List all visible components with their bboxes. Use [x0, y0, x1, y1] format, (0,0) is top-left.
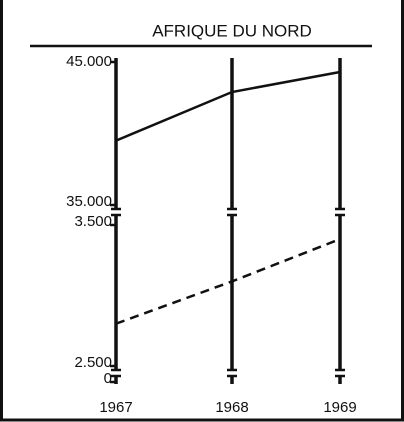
y-tick-label: 0 [104, 370, 112, 387]
x-tick-label: 1967 [99, 399, 132, 416]
y-tick-label: 3.500 [74, 213, 112, 230]
x-tick-label: 1968 [215, 399, 248, 416]
series-line [115, 237, 341, 325]
y-tick-label: 2.500 [74, 354, 112, 371]
series-line [115, 70, 341, 142]
y-tick-label: 35.000 [66, 193, 112, 210]
chart-title: AFRIQUE DU NORD [152, 21, 312, 40]
x-tick-label: 1969 [323, 399, 356, 416]
y-tick-label: 45.000 [66, 53, 112, 70]
